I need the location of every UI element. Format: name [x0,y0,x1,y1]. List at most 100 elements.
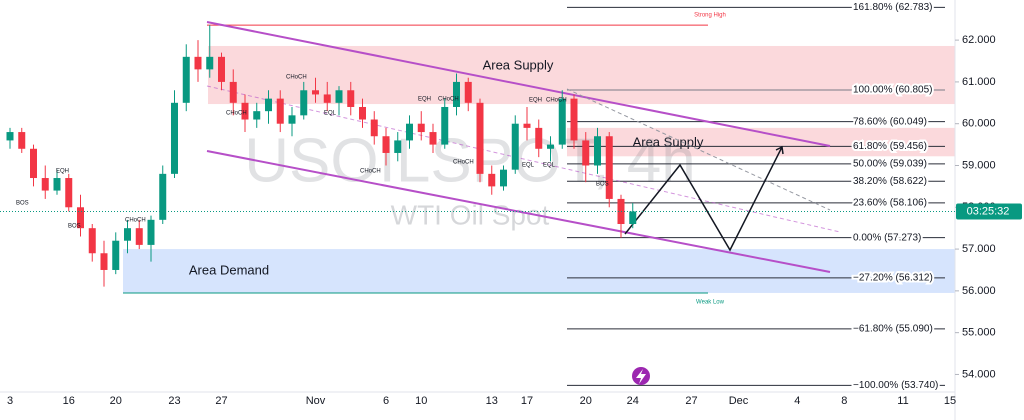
marker: CHoCH [453,160,474,166]
y-tick-label: 54.000 [962,368,996,380]
candle-body [206,56,214,70]
candle-body [77,207,84,229]
candle-body [65,178,73,208]
candle-body [241,102,249,120]
marker: EQL [324,111,337,117]
x-tick-label: 20 [110,395,122,407]
fib-label: 50.00% (59.039) [853,159,927,170]
candle-body [112,240,120,270]
candle-body [18,132,26,149]
fib-label: 78.60% (60.049) [853,116,927,127]
x-tick-label: 13 [486,395,498,407]
fib-label: 100.00% (60.805) [853,85,933,96]
candle-body [253,111,261,120]
fib-label: −27.20% (56.312) [853,272,933,283]
marker: CHoCH [438,97,459,103]
candle-body [605,136,613,199]
x-tick-label: Dec [729,395,749,407]
y-tick-label: 57.000 [962,243,996,255]
candle-body [570,98,578,141]
marker: EQH [529,98,542,104]
projection-arrow [775,145,784,155]
candle-body [53,178,61,191]
marker: CHoCH [286,75,307,81]
fib-label: 161.80% (62.783) [853,2,933,13]
x-tick-label: Nov [306,395,326,407]
candle-body [147,219,155,245]
candle-body [547,144,554,149]
candle-body [88,228,96,254]
candle-body [382,136,390,153]
x-tick-label: 27 [215,395,227,407]
candle-body [523,123,531,128]
candle-body [6,132,14,141]
y-tick-label: 55.000 [962,327,996,339]
grid: Strong High Weak Low [123,13,726,306]
y-tick-label: 62.000 [962,34,996,46]
zone-label: Area Supply [483,57,554,72]
candle-body [394,140,402,153]
x-tick-label: 6 [383,395,389,407]
candle-body [359,106,366,120]
candle-body [370,119,378,137]
x-tick-label: 20 [580,395,592,407]
x-tick-label: 24 [627,395,639,407]
level-label: Weak Low [696,300,725,306]
candle-body [229,81,237,103]
candle-body [476,102,484,174]
fib-label: −61.80% (55.090) [853,324,933,335]
fib-label: 61.80% (59.456) [853,141,927,152]
candle-body [124,228,131,241]
x-tick-label: 16 [63,395,75,407]
alert-icon [632,367,650,385]
marker: CHoCH [546,98,567,104]
marker: CHoCH [360,169,381,175]
marker: CHoCH [226,111,247,117]
y-tick-label: 61.000 [962,76,996,88]
x-tick-label: 11 [897,395,908,407]
fib-label: −100.00% (53.740) [853,380,938,391]
fib-levels: 161.80% (62.783) 100.00% (60.805) 78.60% (… [567,0,945,393]
channel-mid [206,85,841,233]
candle-body [335,90,343,103]
candle-body [218,56,225,82]
candle-body [41,178,49,191]
marker: BOS [596,182,609,188]
trend-dashed [566,88,831,211]
marker: BOS [16,201,29,207]
markers: BOS EQH BOS CHoCH CHoCH CHoCH EQL CHoCH … [16,75,609,230]
x-tick-label: 23 [168,395,180,407]
y-tick-label: 59.000 [962,159,996,171]
candle-body [347,90,355,107]
zone-label: Area Demand [189,262,269,277]
candle-body [535,127,543,149]
candle-body [30,148,37,179]
marker: EQH [56,169,69,175]
axes: 54.00055.00056.00057.00058.00059.00060.0… [0,34,1022,407]
candle-body [182,56,190,103]
candle-body [194,56,202,70]
zones: Area Supply Area Supply Area Demand [123,45,955,293]
marker: EQL [543,163,556,169]
x-tick-label: 3 [7,395,13,407]
candle-body [594,136,601,166]
candle-body [558,98,566,145]
channel-bottom [206,150,831,273]
candle-body [135,228,143,245]
marker: EQL [522,163,535,169]
level-label: Strong High [694,13,726,19]
candle-body [300,90,308,116]
zone [123,249,955,293]
y-tick-label: 60.000 [962,118,996,130]
candles [6,25,637,287]
candle-body [159,173,167,220]
candle-body [312,90,319,95]
fib-label: 23.60% (58.106) [853,197,927,208]
fib-label: 38.20% (58.622) [853,176,927,187]
candle-body [417,123,425,133]
candle-body [511,123,519,170]
x-tick-label: 10 [415,395,427,407]
candle-body [500,169,507,187]
time-axis-bg [0,392,1024,420]
